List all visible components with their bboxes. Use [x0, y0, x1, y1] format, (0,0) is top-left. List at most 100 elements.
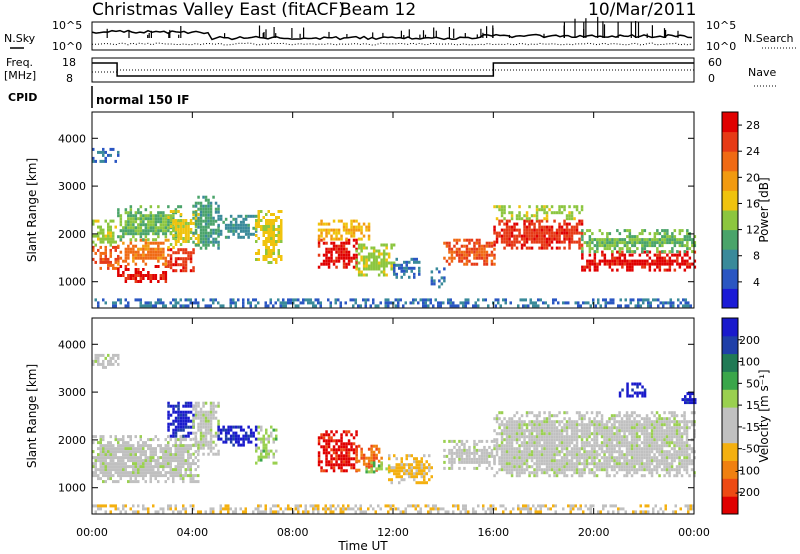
colorbar-tick-label: -200 — [735, 486, 760, 499]
y-tick-label: 4000 — [58, 132, 86, 145]
colorbar-segment — [722, 424, 738, 444]
colorbar-segment — [722, 268, 738, 289]
colorbar-segment — [722, 442, 738, 461]
x-tick-label: 00:00 — [678, 526, 710, 539]
colorbar-segment — [722, 210, 738, 231]
power-panel: 1000 2000 3000 4000 Slant Range [km] 4 8 12 16… — [25, 111, 771, 309]
time-axis-ticks: 00:00 04:00 08:00 12:00 16:00 20:00 00:00 — [76, 526, 710, 539]
x-tick-label: 08:00 — [277, 526, 309, 539]
power-colorbar: 4 8 12 16 20 24 28 — [721, 111, 760, 309]
colorbar-segment — [722, 335, 738, 355]
colorbar-segment — [722, 131, 738, 152]
nave-line — [92, 69, 694, 73]
data-region — [217, 214, 258, 239]
data-region — [317, 430, 358, 473]
data-region — [443, 238, 496, 266]
data-region — [355, 243, 396, 277]
y-tick-label: 2000 — [58, 228, 86, 241]
colorbar-segment — [722, 496, 738, 515]
x-axis-label: Time UT — [337, 539, 388, 553]
data-region — [493, 219, 584, 250]
data-region — [388, 454, 433, 485]
x-tick-label: 00:00 — [76, 526, 108, 539]
data-region — [167, 248, 195, 273]
data-region — [167, 401, 195, 438]
colorbar-segment — [722, 371, 738, 390]
cpid-panel: CPID normal 150 IF — [8, 86, 190, 108]
colorbar-segment — [722, 249, 738, 270]
colorbar-segment — [722, 170, 738, 191]
power-ylabel: Slant Range [km] — [25, 158, 39, 262]
data-region — [493, 411, 696, 478]
plot-title: Christmas Valley East (fitACF) — [92, 0, 345, 20]
power-y-ticks: 1000 2000 3000 4000 — [58, 112, 695, 308]
nsearch-line — [92, 42, 693, 46]
freq-unit: [MHz] — [4, 69, 36, 82]
frequency-line — [92, 62, 694, 77]
power-colorbar-label: Power [dB] — [757, 177, 771, 242]
data-region — [255, 425, 278, 465]
colorbar-frame — [721, 111, 739, 309]
y-tick-label: 3000 — [58, 180, 86, 193]
cpid-label: CPID — [8, 91, 37, 104]
velocity-y-ticks: 1000 2000 3000 4000 — [58, 318, 695, 514]
y-tick-label: 2000 — [58, 434, 86, 447]
date-label: 10/Mar/2011 — [588, 0, 696, 20]
data-region — [317, 238, 358, 269]
y-tick-label: 1000 — [58, 482, 86, 495]
data-region — [618, 382, 647, 398]
nave-tick-bottom: 0 — [708, 72, 715, 85]
data-region — [117, 265, 170, 283]
data-region — [443, 439, 496, 470]
nsky-panel: N.Sky 10^5 10^0 10^5 10^0 N.Search — [4, 16, 796, 53]
colorbar-tick-label: 100 — [739, 356, 760, 369]
colorbar-segment — [722, 288, 738, 309]
data-region — [581, 250, 697, 272]
data-region — [317, 219, 371, 241]
colorbar-tick-label: -15 — [742, 421, 760, 434]
colorbar-tick-label: -50 — [742, 443, 760, 456]
colorbar-tick-label: 50 — [746, 377, 760, 390]
data-region — [393, 257, 421, 279]
data-region — [92, 353, 120, 369]
data-region — [192, 195, 220, 250]
data-region — [117, 205, 183, 242]
colorbar-tick-label: -100 — [735, 464, 760, 477]
velocity-data — [92, 353, 697, 514]
nsky-label: N.Sky — [4, 32, 36, 45]
nsky-tick-bottom: 10^0 — [52, 40, 82, 53]
colorbar-segment — [722, 460, 738, 479]
colorbar-segment — [722, 478, 738, 497]
nsearch-label: N.Search — [744, 32, 794, 45]
nsky-line — [91, 29, 693, 41]
colorbar-segment — [722, 151, 738, 172]
velocity-colorbar-label: Velocity [m s⁻¹] — [757, 369, 771, 462]
colorbar-tick-label: 24 — [746, 145, 760, 158]
data-region — [681, 392, 697, 405]
y-tick-label: 4000 — [58, 338, 86, 351]
nsky-spikes — [106, 16, 679, 38]
nsearch-tick-bottom: 10^0 — [706, 40, 736, 53]
nave-tick-top: 60 — [708, 56, 722, 69]
data-region — [92, 435, 200, 484]
y-tick-label: 3000 — [58, 386, 86, 399]
frequency-panel: Freq. [MHz] 18 8 60 0 Nave — [4, 56, 778, 87]
colorbar-tick-label: 8 — [753, 250, 760, 263]
nsky-tick-top: 10^5 — [52, 19, 82, 32]
y-tick-label: 1000 — [58, 276, 86, 289]
colorbar-tick-label: 16 — [746, 197, 760, 210]
data-region — [92, 245, 120, 270]
data-region — [94, 298, 692, 308]
data-region — [92, 219, 117, 247]
data-region — [92, 147, 120, 163]
colorbar-segment — [722, 112, 738, 133]
nave-label: Nave — [748, 66, 776, 79]
colorbar-tick-label: 15 — [746, 399, 760, 412]
colorbar-segment — [722, 389, 738, 408]
nsearch-tick-top: 10^5 — [706, 19, 736, 32]
colorbar-tick-label: 12 — [746, 224, 760, 237]
data-region — [255, 210, 283, 264]
velocity-colorbar: 200 100 50 15 -15 -50 -100 -200 — [721, 317, 760, 515]
beam-label: Beam 12 — [340, 0, 416, 20]
